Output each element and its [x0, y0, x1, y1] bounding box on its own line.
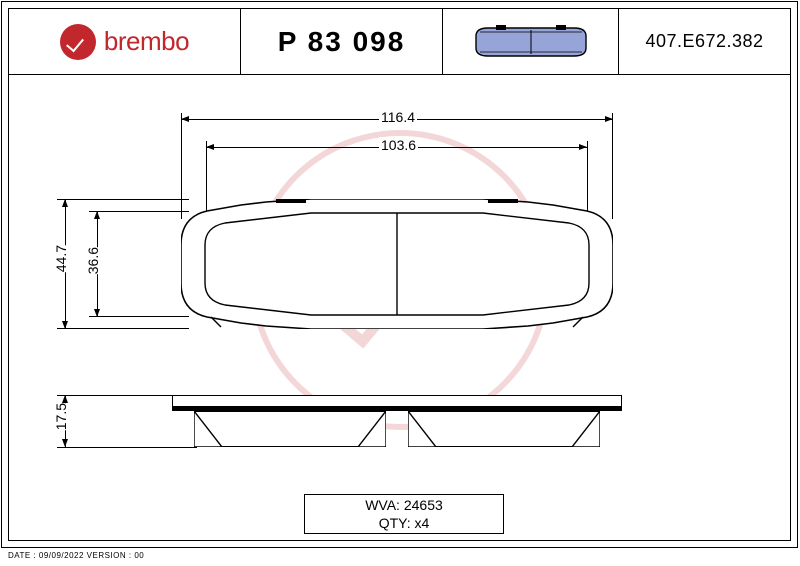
ext-line: [57, 447, 197, 448]
qty-line: QTY: x4: [305, 515, 503, 531]
brembo-logo-icon: [60, 24, 96, 60]
ext-line: [57, 199, 189, 200]
code-cell: 407.E672.382: [619, 9, 790, 74]
footer-text: DATE : 09/09/2022 VERSION : 00: [8, 551, 144, 560]
code-text: 407.E672.382: [645, 31, 763, 52]
wva-box: WVA: 24653 QTY: x4: [304, 494, 504, 534]
chamfer-icon: [346, 411, 386, 447]
inner-frame: brembo P 83 098 407.E672.382: [8, 8, 791, 541]
chamfer-icon: [194, 411, 234, 447]
ext-line: [57, 395, 179, 396]
part-number: P 83 098: [278, 26, 406, 58]
qty-value: x4: [415, 515, 430, 531]
part-number-cell: P 83 098: [241, 9, 443, 74]
wva-value: 24653: [404, 497, 443, 513]
dim-height-inner-label: 36.6: [83, 247, 103, 274]
ext-line: [89, 316, 189, 317]
dim-height-outer-label: 44.7: [51, 245, 71, 272]
chamfer-icon: [560, 411, 600, 447]
header-row: brembo P 83 098 407.E672.382: [9, 9, 790, 75]
wva-line: WVA: 24653: [305, 497, 503, 513]
ext-line: [57, 328, 189, 329]
qty-label: QTY:: [379, 515, 411, 531]
pad-iso-icon: [466, 22, 596, 62]
backplate-top: [172, 395, 622, 407]
pad-front-view: [181, 199, 613, 329]
brand-text: brembo: [104, 26, 189, 57]
dim-thickness-label: 17.5: [51, 403, 71, 430]
dim-width-outer-label: 116.4: [379, 109, 417, 125]
wva-label: WVA:: [365, 497, 400, 513]
chamfer-icon: [408, 411, 448, 447]
iso-view-cell: [443, 9, 619, 74]
ext-line: [89, 211, 189, 212]
dim-width-inner-label: 103.6: [379, 137, 418, 153]
logo-cell: brembo: [9, 9, 241, 74]
pad-side-view: [172, 395, 622, 455]
drawing-area: 116.4 103.6 44.7 36.6: [9, 75, 790, 540]
brembo-logo: brembo: [60, 24, 189, 60]
